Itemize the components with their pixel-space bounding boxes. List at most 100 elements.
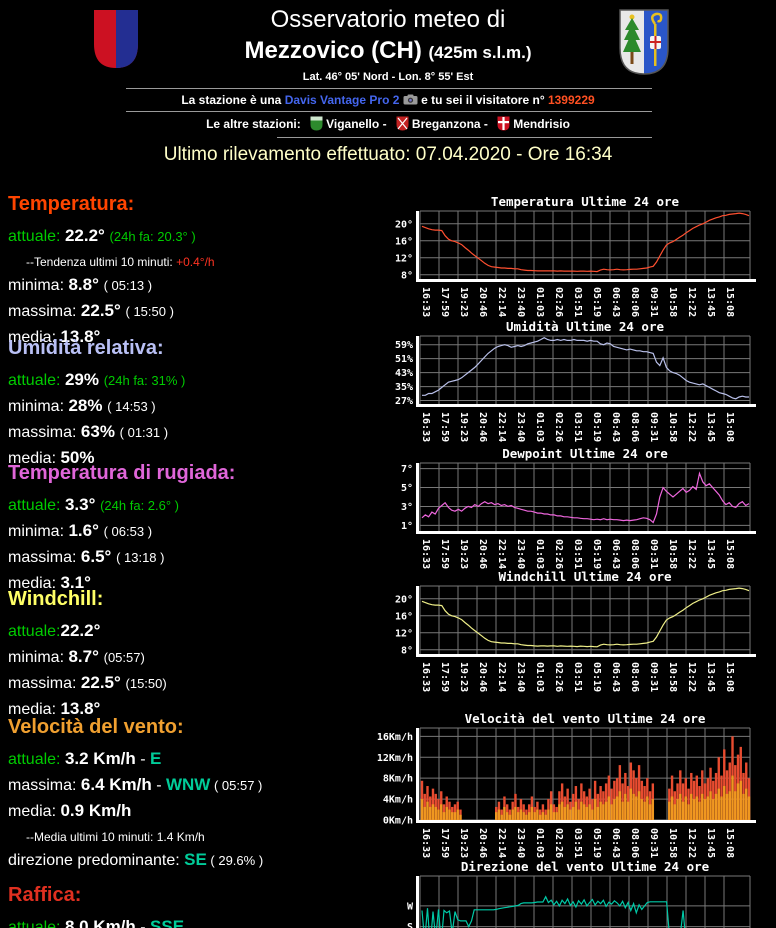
visitor-count: 1399229: [547, 93, 595, 107]
section-title: Windchill:: [8, 588, 104, 610]
stat-label: media:: [8, 575, 61, 592]
breganzona-link[interactable]: Breganzona: [411, 117, 481, 131]
svg-text:13:45: 13:45: [705, 662, 716, 692]
svg-text:06:43: 06:43: [610, 662, 621, 692]
svg-text:16°: 16°: [395, 611, 413, 622]
stat-line: media: 13.8°: [8, 700, 388, 719]
stat-value: 8.8°: [68, 275, 104, 294]
svg-text:09:31: 09:31: [648, 539, 659, 569]
stat-label: massima:: [8, 303, 81, 320]
svg-text:Umidità Ultime 24 ore: Umidità Ultime 24 ore: [506, 319, 665, 334]
stat-label: media:: [8, 450, 61, 467]
svg-text:16:33: 16:33: [420, 828, 431, 858]
stat-line: minima: 1.6° ( 06:53 ): [8, 522, 388, 541]
chart-svg: Velocità del vento Ultime 24 ore 16Km/h 12…: [377, 711, 756, 858]
stat-value: 3.1°: [60, 573, 91, 592]
svg-text:16Km/h: 16Km/h: [377, 732, 413, 743]
svg-text:01:03: 01:03: [534, 412, 545, 442]
svg-text:S: S: [407, 922, 413, 928]
stat-value: 28%: [68, 396, 108, 415]
fir-tree-icon: [623, 14, 641, 64]
svg-text:01:03: 01:03: [534, 287, 545, 317]
svg-text:10:58: 10:58: [667, 539, 678, 569]
svg-text:7°: 7°: [401, 464, 413, 475]
page-header: Osservatorio meteo di Mezzovico (CH) (42…: [0, 6, 776, 83]
stat-label: ( 05:57 ): [210, 778, 263, 793]
svg-text:16:33: 16:33: [420, 287, 431, 317]
svg-text:01:03: 01:03: [534, 539, 545, 569]
svg-text:23:40: 23:40: [515, 828, 526, 858]
svg-text:10:58: 10:58: [667, 412, 678, 442]
stat-label: minima:: [8, 649, 69, 666]
svg-text:15:08: 15:08: [724, 828, 735, 858]
stat-value: 22.2°: [64, 226, 110, 245]
chart-svg: Windchill Ultime 24 ore 20° 16° 12° 8° 16:33 1…: [395, 569, 756, 692]
stat-label: --Tendenza ultimi 10 minuti:: [26, 255, 177, 269]
svg-text:13:45: 13:45: [705, 828, 716, 858]
svg-text:Temperatura Ultime 24 ore: Temperatura Ultime 24 ore: [491, 194, 680, 209]
stat-label: media:: [8, 701, 61, 718]
svg-text:03:51: 03:51: [572, 539, 583, 569]
stat-label: ( 13:18 ): [116, 550, 165, 565]
section-vento: Velocità del vento: attuale: 3.2 Km/h - E…: [8, 716, 388, 877]
chart-dewpoint: Dewpoint Ultime 24 ore 7° 5° 3° 1° 16:33 17:59…: [390, 446, 776, 578]
stat-line: attuale: 3.3° (24h fa: 2.6° ): [8, 496, 388, 515]
chart-svg: Direzione del vento Ultime 24 oreWSEN16:…: [407, 859, 751, 928]
svg-text:10:58: 10:58: [667, 828, 678, 858]
svg-text:17:59: 17:59: [439, 412, 450, 442]
svg-text:20:46: 20:46: [477, 539, 488, 569]
svg-text:19:23: 19:23: [458, 287, 469, 317]
stat-value: 22.5°: [80, 673, 126, 692]
stat-line: direzione predominante: SE ( 29.6% ): [8, 851, 388, 870]
stat-label: minima:: [8, 277, 69, 294]
svg-text:13:45: 13:45: [705, 539, 716, 569]
stat-label: (24h fa: 2.6° ): [100, 498, 180, 513]
stat-label: attuale:: [8, 751, 65, 768]
section-umidita: Umidità relativa: attuale: 29% (24h fa: 3…: [8, 337, 388, 475]
section-title: Temperatura di rugiada:: [8, 462, 236, 484]
svg-text:20:46: 20:46: [477, 287, 488, 317]
svg-text:05:19: 05:19: [591, 287, 602, 317]
chart-temperatura: Temperatura Ultime 24 ore 20° 16° 12° 8° 16:3…: [390, 194, 776, 326]
viganello-link[interactable]: Viganello: [326, 117, 380, 131]
svg-text:3°: 3°: [401, 502, 413, 513]
svg-text:20:46: 20:46: [477, 412, 488, 442]
stat-value: 50%: [60, 448, 95, 467]
svg-text:35%: 35%: [395, 382, 413, 393]
wind-direction-value: E: [150, 749, 162, 768]
mendrisio-link[interactable]: Mendrisio: [513, 117, 570, 131]
svg-text:16:33: 16:33: [420, 539, 431, 569]
stat-label: ( 29.6% ): [206, 853, 264, 868]
svg-text:03:51: 03:51: [572, 828, 583, 858]
svg-text:03:51: 03:51: [572, 412, 583, 442]
svg-text:43%: 43%: [395, 368, 413, 379]
svg-text:23:40: 23:40: [515, 662, 526, 692]
svg-text:09:31: 09:31: [648, 412, 659, 442]
svg-text:19:23: 19:23: [458, 412, 469, 442]
stat-label: minima:: [8, 523, 69, 540]
svg-text:16:33: 16:33: [420, 662, 431, 692]
svg-text:17:59: 17:59: [439, 287, 450, 317]
svg-text:08:06: 08:06: [629, 412, 640, 442]
stat-label: +0.4°/h: [176, 255, 215, 269]
svg-text:17:59: 17:59: [439, 539, 450, 569]
crozier-icon: [650, 12, 663, 66]
stat-label: (24h fa: 20.3° ): [109, 229, 196, 244]
stat-value: 6.5°: [80, 547, 117, 566]
svg-text:05:19: 05:19: [591, 539, 602, 569]
svg-text:13:45: 13:45: [705, 412, 716, 442]
davis-station-link[interactable]: Davis Vantage Pro 2: [284, 93, 400, 107]
stat-label: ( 14:53 ): [107, 399, 156, 414]
svg-text:13:45: 13:45: [705, 287, 716, 317]
stat-value: 3.3°: [64, 495, 101, 514]
svg-text:02:26: 02:26: [553, 412, 564, 442]
svg-text:08:06: 08:06: [629, 287, 640, 317]
svg-text:03:51: 03:51: [572, 287, 583, 317]
svg-text:22:14: 22:14: [496, 662, 507, 692]
stat-label: attuale:: [8, 919, 65, 928]
stat-value: 29%: [64, 370, 104, 389]
section-temperatura: Temperatura: attuale: 22.2° (24h fa: 20.3…: [8, 193, 388, 354]
svg-text:12:22: 12:22: [686, 662, 697, 692]
section-rugiada: Temperatura di rugiada: attuale: 3.3° (24…: [8, 462, 388, 600]
svg-text:12:22: 12:22: [686, 828, 697, 858]
